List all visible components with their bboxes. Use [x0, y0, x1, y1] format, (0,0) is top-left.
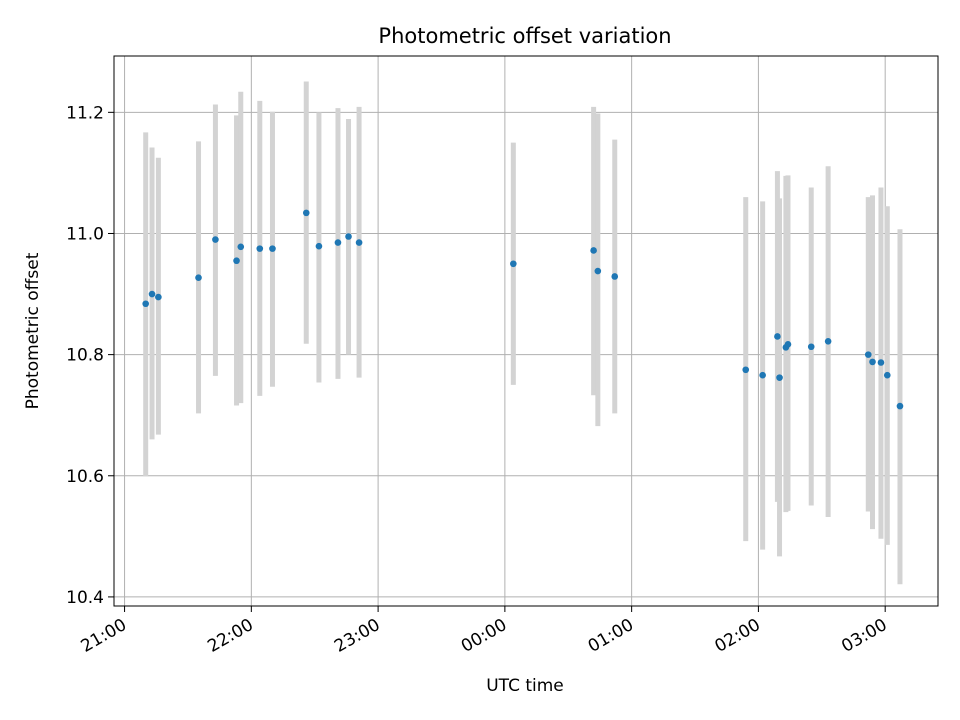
data-point — [510, 260, 517, 268]
data-point — [269, 245, 276, 252]
data-point — [256, 245, 264, 252]
data-point — [237, 243, 245, 251]
y-tick-label: 10.8 — [66, 346, 104, 366]
data-point — [315, 242, 323, 250]
data-point — [742, 366, 750, 374]
data-point — [877, 359, 885, 366]
data-point — [807, 343, 815, 351]
data-point — [212, 236, 219, 243]
data-point — [759, 371, 766, 379]
y-tick-label: 11.2 — [66, 103, 104, 123]
data-point — [594, 267, 602, 275]
y-tick-label: 10.6 — [66, 467, 104, 487]
data-point — [233, 257, 240, 265]
data-point — [776, 374, 783, 381]
chart-title: Photometric offset variation — [378, 24, 671, 48]
data-point — [195, 274, 202, 281]
y-tick-label: 10.4 — [66, 588, 104, 608]
data-point — [896, 402, 904, 410]
data-point — [784, 341, 792, 348]
data-point — [355, 239, 363, 246]
data-point — [590, 247, 597, 254]
data-point — [869, 358, 876, 366]
y-axis-title: Photometric offset — [23, 252, 43, 409]
plot-area-frame — [113, 55, 939, 607]
data-point — [774, 333, 781, 340]
y-axis-ticks: 10.4 10.6 10.8 11.0 11.2 — [66, 103, 114, 608]
data-point — [302, 209, 310, 217]
data-point — [142, 300, 149, 308]
y-tick-label: 11.0 — [66, 224, 104, 244]
data-points — [142, 209, 904, 410]
data-point — [864, 351, 872, 358]
data-point — [334, 239, 342, 246]
data-point — [824, 337, 832, 345]
data-point — [148, 290, 156, 298]
data-point — [345, 233, 352, 240]
data-point — [883, 371, 891, 379]
data-point — [155, 293, 162, 301]
x-axis-title: UTC time — [486, 676, 564, 696]
grid-lines — [114, 56, 938, 606]
data-point — [611, 273, 619, 280]
